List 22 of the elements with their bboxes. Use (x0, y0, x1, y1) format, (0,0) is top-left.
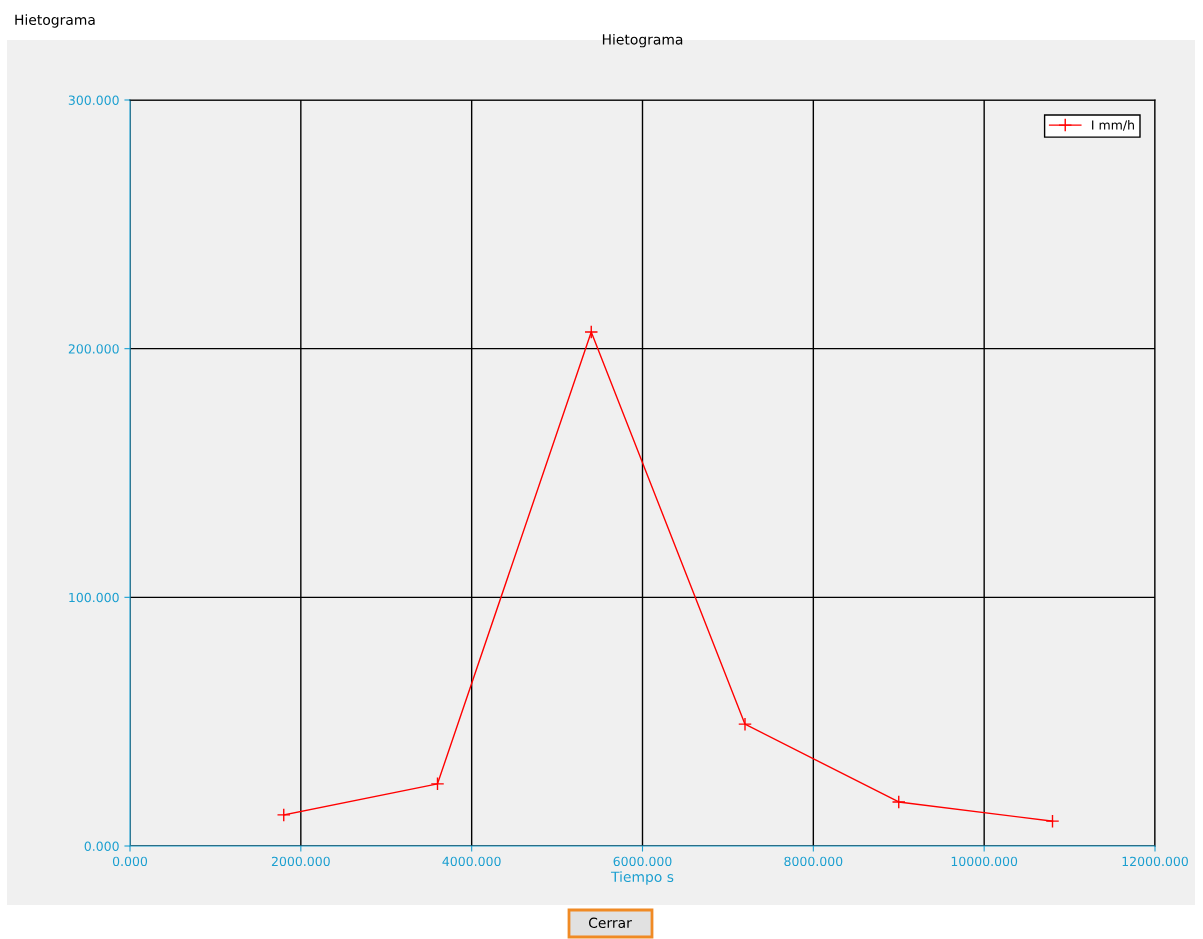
x-tick-label: 4000.000 (442, 856, 501, 867)
text: Hietograma (15, 14, 95, 28)
point (738, 717, 752, 732)
x-tick-label: 10000.000 (951, 856, 1018, 867)
x-tick-label: 2000.000 (271, 856, 330, 867)
y-tick-label: 300.000 (68, 95, 119, 105)
point (430, 776, 445, 791)
x-axis-title: Tiempo s (610, 871, 674, 885)
y-tick-label: 0.000 (84, 841, 119, 851)
x-tick-label: 12000.000 (1122, 856, 1188, 867)
y-tick-label: 100.000 (69, 592, 119, 603)
legend-label: I mm/h (1092, 120, 1134, 131)
y-tick-label: 200.000 (68, 344, 119, 354)
point (891, 795, 906, 809)
point (276, 807, 291, 822)
point (584, 325, 599, 339)
x-tick-label: 0.000 (112, 856, 148, 867)
x-tick-label: 6000.000 (613, 856, 672, 867)
text: Cerrar (588, 917, 632, 929)
x-tick-label: 8000.000 (784, 856, 843, 867)
chart-title: Hietograma (602, 33, 683, 48)
point (1045, 814, 1060, 829)
